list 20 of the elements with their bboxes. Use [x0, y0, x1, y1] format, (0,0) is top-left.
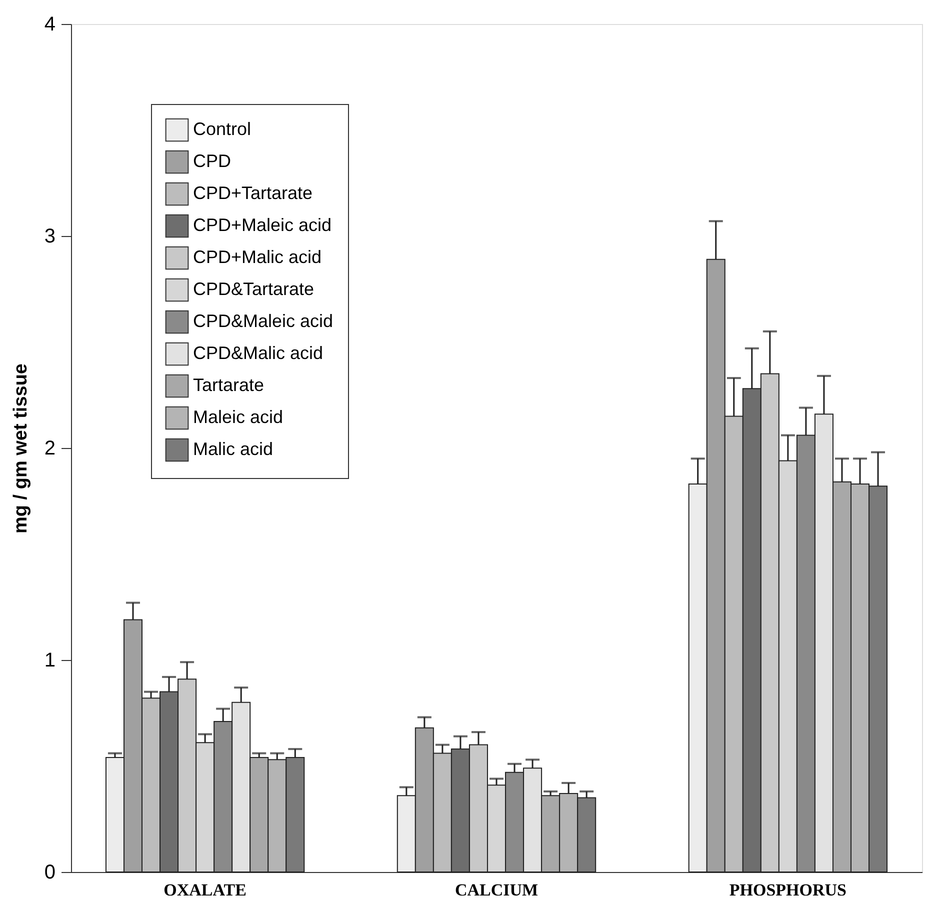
legend-label: CPD&Maleic acid	[193, 311, 334, 331]
y-tick-label: 3	[44, 226, 56, 248]
legend-label: Control	[193, 119, 252, 139]
y-axis-title: mg / gm wet tissue	[10, 364, 32, 534]
legend-label: CPD	[193, 151, 232, 171]
legend-label: Malic acid	[193, 439, 274, 459]
legend-label: CPD&Tartarate	[193, 279, 314, 299]
legend-label: CPD&Malic acid	[193, 343, 324, 363]
legend-label: CPD+Maleic acid	[193, 215, 332, 235]
legend-label: Tartarate	[193, 375, 264, 395]
x-tick-label: OXALATE	[164, 880, 246, 900]
x-tick-label: CALCIUM	[454, 880, 538, 900]
legend-label: CPD+Tartarate	[193, 183, 313, 203]
x-tick-label: PHOSPHORUS	[729, 880, 846, 900]
y-tick-label: 0	[44, 862, 56, 884]
legend-label: Maleic acid	[193, 407, 284, 427]
y-tick-label: 1	[44, 650, 56, 672]
legend-label: CPD+Malic acid	[193, 247, 322, 267]
y-tick-label: 2	[44, 438, 56, 460]
y-tick-label: 4	[44, 14, 56, 36]
